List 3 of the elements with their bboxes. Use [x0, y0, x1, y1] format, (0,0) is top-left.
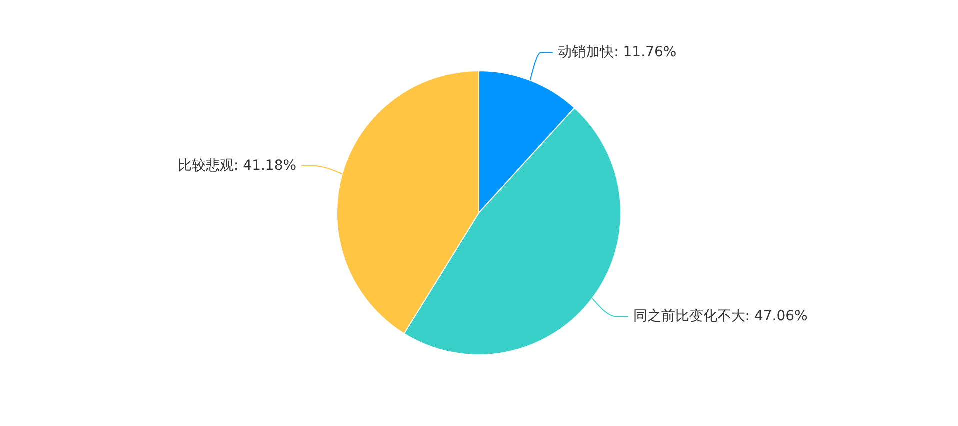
slice-label: 同之前比变化不大: 47.06% — [633, 308, 808, 325]
slice-label: 比较悲观: 41.18% — [178, 158, 297, 174]
slice-label: 动销加快: 11.76% — [558, 44, 677, 61]
